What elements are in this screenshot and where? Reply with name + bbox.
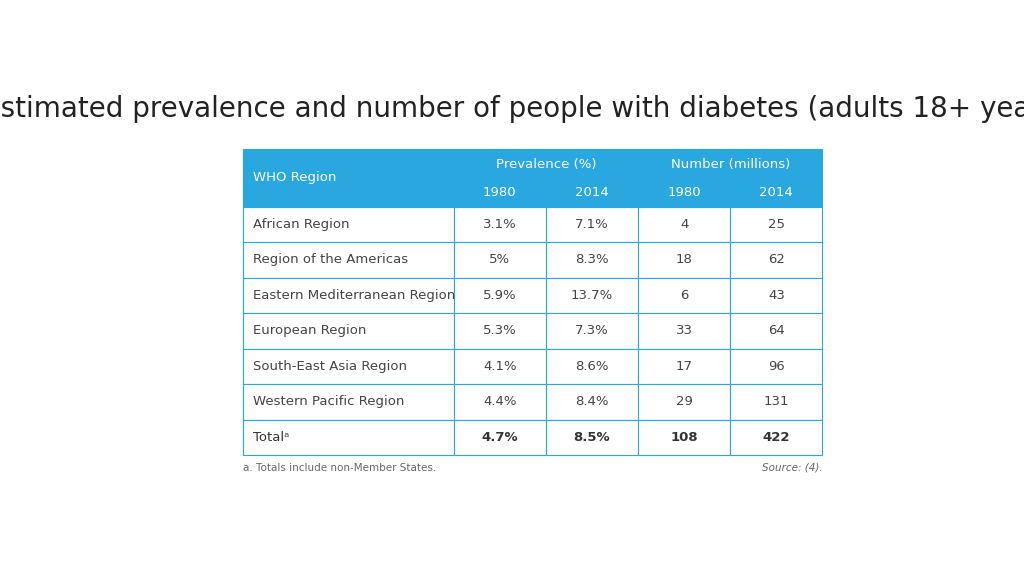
Bar xyxy=(730,207,822,242)
Text: African Region: African Region xyxy=(253,218,349,231)
Bar xyxy=(454,149,638,179)
Text: 5.3%: 5.3% xyxy=(483,324,517,338)
Bar xyxy=(546,313,638,348)
Bar xyxy=(730,313,822,348)
Bar xyxy=(454,179,546,207)
Text: Western Pacific Region: Western Pacific Region xyxy=(253,395,404,408)
Text: Region of the Americas: Region of the Americas xyxy=(253,253,408,266)
Text: WHO Region: WHO Region xyxy=(253,171,337,184)
Bar xyxy=(638,384,730,419)
Bar xyxy=(546,207,638,242)
Bar xyxy=(638,419,730,455)
Text: 8.5%: 8.5% xyxy=(573,431,610,444)
Bar xyxy=(638,149,822,179)
Text: 43: 43 xyxy=(768,289,784,302)
Text: 7.1%: 7.1% xyxy=(575,218,609,231)
Text: Totalᵃ: Totalᵃ xyxy=(253,431,289,444)
Text: 62: 62 xyxy=(768,253,784,266)
Text: South-East Asia Region: South-East Asia Region xyxy=(253,360,407,373)
Bar xyxy=(454,207,546,242)
Text: European Region: European Region xyxy=(253,324,366,338)
Text: 96: 96 xyxy=(768,360,784,373)
Text: 17: 17 xyxy=(676,360,692,373)
Bar xyxy=(243,313,454,348)
Bar xyxy=(730,242,822,278)
Bar xyxy=(243,419,454,455)
Text: 25: 25 xyxy=(768,218,784,231)
Bar xyxy=(638,348,730,384)
Text: 2014: 2014 xyxy=(575,187,609,199)
Text: 6: 6 xyxy=(680,289,688,302)
Text: 18: 18 xyxy=(676,253,692,266)
Text: 1980: 1980 xyxy=(668,187,701,199)
Bar xyxy=(730,348,822,384)
Text: Source: (4).: Source: (4). xyxy=(762,463,822,473)
Text: 4.7%: 4.7% xyxy=(481,431,518,444)
Bar xyxy=(454,313,546,348)
Text: 4.4%: 4.4% xyxy=(483,395,516,408)
Text: 13.7%: 13.7% xyxy=(570,289,613,302)
Bar xyxy=(454,384,546,419)
Bar xyxy=(546,348,638,384)
Text: 8.3%: 8.3% xyxy=(575,253,609,266)
Text: 29: 29 xyxy=(676,395,692,408)
Bar xyxy=(243,149,454,207)
Text: 108: 108 xyxy=(671,431,698,444)
Text: 5%: 5% xyxy=(489,253,510,266)
Bar xyxy=(243,384,454,419)
Bar xyxy=(730,384,822,419)
Bar xyxy=(546,419,638,455)
Text: 1980: 1980 xyxy=(483,187,517,199)
Bar xyxy=(454,348,546,384)
Bar xyxy=(454,278,546,313)
Text: Prevalence (%): Prevalence (%) xyxy=(496,157,596,170)
Text: 131: 131 xyxy=(764,395,790,408)
Bar xyxy=(730,419,822,455)
Text: 33: 33 xyxy=(676,324,692,338)
Text: 4: 4 xyxy=(680,218,688,231)
Bar xyxy=(638,242,730,278)
Bar xyxy=(638,207,730,242)
Text: 4.1%: 4.1% xyxy=(483,360,517,373)
Bar xyxy=(546,242,638,278)
Text: a. Totals include non-Member States.: a. Totals include non-Member States. xyxy=(243,463,436,473)
Bar xyxy=(730,278,822,313)
Text: 2014: 2014 xyxy=(760,187,794,199)
Text: 5.9%: 5.9% xyxy=(483,289,517,302)
Text: Eastern Mediterranean Region: Eastern Mediterranean Region xyxy=(253,289,455,302)
Bar xyxy=(243,278,454,313)
Bar xyxy=(243,348,454,384)
Bar xyxy=(730,179,822,207)
Text: 8.4%: 8.4% xyxy=(575,395,608,408)
Text: Number (millions): Number (millions) xyxy=(671,157,790,170)
Text: 7.3%: 7.3% xyxy=(575,324,609,338)
Bar xyxy=(638,278,730,313)
Bar xyxy=(243,207,454,242)
Text: 3.1%: 3.1% xyxy=(483,218,517,231)
Text: 8.6%: 8.6% xyxy=(575,360,608,373)
Text: 422: 422 xyxy=(763,431,791,444)
Text: 64: 64 xyxy=(768,324,784,338)
Bar xyxy=(454,242,546,278)
Bar xyxy=(546,278,638,313)
Bar xyxy=(638,179,730,207)
Text: Estimated prevalence and number of people with diabetes (adults 18+ years): Estimated prevalence and number of peopl… xyxy=(0,95,1024,123)
Bar xyxy=(546,179,638,207)
Bar xyxy=(546,384,638,419)
Bar xyxy=(243,242,454,278)
Bar xyxy=(454,419,546,455)
Bar xyxy=(638,313,730,348)
